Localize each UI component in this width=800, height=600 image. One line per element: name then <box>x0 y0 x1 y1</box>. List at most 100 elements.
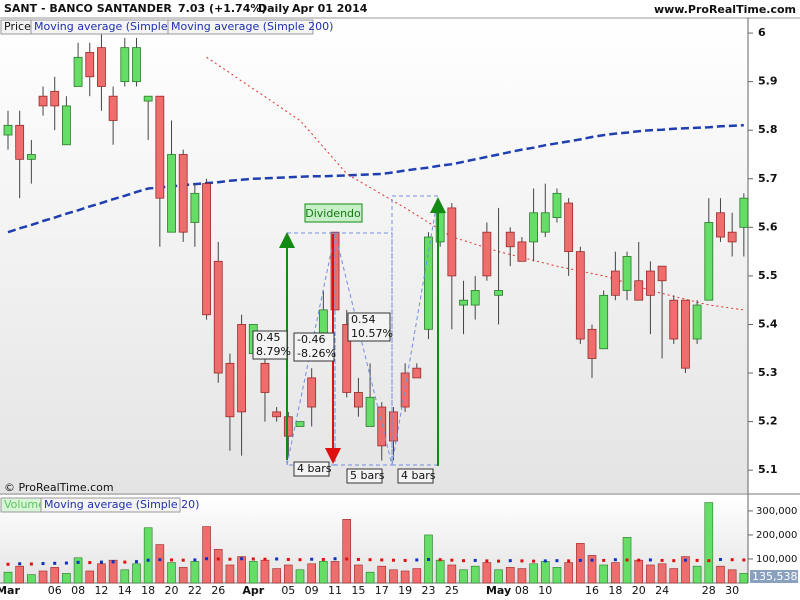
volume-bar <box>155 544 165 584</box>
volume-bar <box>213 549 223 584</box>
volume-ma-dot <box>310 557 314 561</box>
annotation-box <box>347 312 391 342</box>
volume-ma-dot <box>683 558 687 562</box>
y-tick-label: 5.2 <box>758 415 778 428</box>
volume-bar <box>132 563 141 584</box>
x-tick-label: 20 <box>165 584 179 597</box>
volume-bar <box>412 568 422 584</box>
volume-ma-dot <box>648 558 652 562</box>
copyright: © ProRealTime.com <box>4 481 114 494</box>
candle-body <box>143 95 153 102</box>
volume-bar <box>260 559 270 584</box>
candle-body <box>692 304 702 340</box>
moving-average <box>7 124 744 234</box>
y-tick-label: 6 <box>758 26 766 39</box>
volume-bar <box>354 564 363 584</box>
volume-ma-dot <box>742 558 746 562</box>
volume-bar <box>330 561 340 584</box>
volume-ma-dot <box>345 557 349 561</box>
volume-ma-dot <box>76 560 80 564</box>
candle-body <box>529 212 538 243</box>
volume-ma-dot <box>707 559 711 563</box>
candle-body <box>342 324 352 393</box>
candle-body <box>564 202 574 253</box>
annotation-text: -0.46 <box>297 333 325 346</box>
candle-body <box>225 362 235 418</box>
volume-ma-dot <box>462 559 466 563</box>
volume-ma-dot <box>426 557 430 561</box>
volume-bar <box>669 568 679 584</box>
annotation-text: 0.45 <box>256 331 281 344</box>
y-tick-label: 5.4 <box>758 317 778 330</box>
candle-body <box>260 362 270 393</box>
measure-box <box>391 195 439 466</box>
candle-body <box>38 95 48 107</box>
volume-ma-dot <box>578 558 582 562</box>
candle-body <box>202 183 211 316</box>
volume-bar <box>295 569 305 584</box>
x-tick-label: 10 <box>538 584 552 597</box>
y-tick-label: 5.3 <box>758 366 778 379</box>
candle-body <box>599 294 609 350</box>
candle-body <box>459 299 468 306</box>
last-price: 7.03 (+1.74%) <box>178 2 266 15</box>
source: www.ProRealTime.com <box>654 3 796 16</box>
candle-body <box>681 299 690 369</box>
volume-bar <box>646 564 655 584</box>
y-tick-label: 5.1 <box>758 463 778 476</box>
candle-body <box>178 154 188 233</box>
x-tick-label: 16 <box>585 584 599 597</box>
volume-ma-dot <box>625 558 629 562</box>
candle-body <box>3 124 13 136</box>
volume-ma-dot <box>403 558 407 562</box>
annotation-text: 5 bars <box>350 469 385 482</box>
candle-body <box>716 212 725 238</box>
volume-bar <box>284 564 293 584</box>
volume-bar <box>716 565 725 584</box>
x-tick-label: 15 <box>351 584 365 597</box>
x-tick-label: 08 <box>515 584 529 597</box>
legend-ma50: Moving average (Simple 50) <box>34 20 189 33</box>
x-tick-label: 25 <box>445 584 459 597</box>
volume-ma-dot <box>251 557 255 561</box>
volume-ma-dot <box>730 558 734 562</box>
candle-body <box>307 377 317 408</box>
x-tick-label: 24 <box>655 584 669 597</box>
x-tick-label: 23 <box>421 584 435 597</box>
volume-bar <box>482 562 492 584</box>
candle-body <box>657 265 667 282</box>
x-tick-label: 05 <box>281 584 295 597</box>
volume-bar <box>307 563 316 584</box>
x-tick-label: May <box>486 584 511 597</box>
legend-volume: Volume <box>4 498 45 511</box>
x-tick-label: Mar <box>0 584 20 597</box>
volume-bar <box>272 568 281 584</box>
volume-ma-dot <box>333 557 337 561</box>
candle-body <box>424 236 433 330</box>
annotation-box <box>346 468 383 484</box>
volume-bar <box>657 563 667 584</box>
volume-bar <box>15 565 24 584</box>
volume-bar <box>739 573 749 584</box>
volume-ma-dot <box>6 562 10 566</box>
volume-ma-dot <box>450 558 454 562</box>
volume-bar <box>365 571 375 584</box>
volume-bar <box>634 559 644 584</box>
volume-ma-dot <box>298 558 302 562</box>
candle-body <box>575 251 585 340</box>
candle-body <box>272 411 282 418</box>
candle-body <box>85 52 95 78</box>
annotation-text: 4 bars <box>401 469 436 482</box>
volume-ma-dot <box>485 559 489 563</box>
annotation-text: -8.26% <box>297 347 336 360</box>
candle-body <box>15 124 25 160</box>
annotation-box <box>397 468 434 484</box>
candle-body <box>120 47 130 83</box>
volume-ma-dot <box>660 558 664 562</box>
volume-ma-dot <box>53 561 57 565</box>
dividend-label: Dividendo <box>305 207 361 220</box>
volume-ma-dot <box>520 559 524 563</box>
y-tick-label: 200,000 <box>756 530 797 541</box>
volume-bar <box>552 567 562 584</box>
